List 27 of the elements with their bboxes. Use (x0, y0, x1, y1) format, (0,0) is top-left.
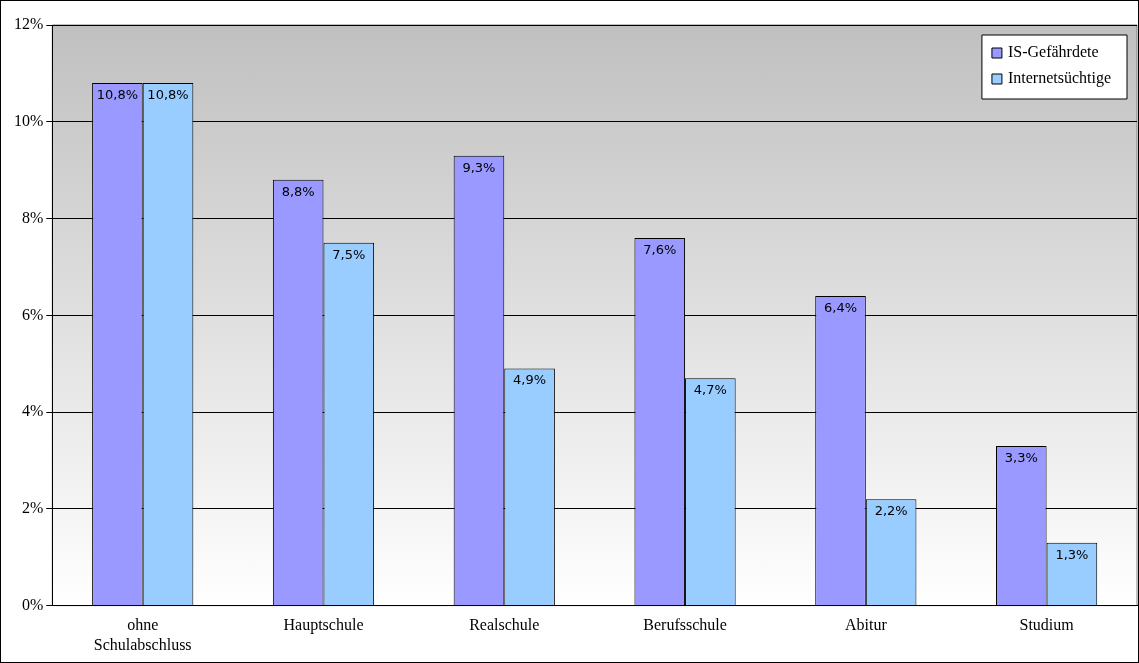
data-label: 3,3% (1004, 449, 1038, 465)
data-label: 10,8% (147, 86, 189, 102)
data-label: 10,8% (96, 86, 139, 102)
data-label: 7,6% (643, 241, 677, 257)
y-tick-label: 10% (14, 111, 44, 129)
x-tick-label: Abitur (844, 616, 888, 634)
x-tick-label: ohne Schulabschluss (93, 616, 192, 653)
data-label: 1,3% (1055, 546, 1089, 562)
x-tick-label: Hauptschule (283, 616, 364, 635)
y-tick-label: 0% (22, 595, 44, 613)
data-label: 4,9% (513, 372, 547, 388)
data-label: 9,3% (462, 159, 496, 175)
data-label: 8,8% (281, 183, 315, 199)
data-label: 2,2% (874, 503, 908, 519)
y-tick-label: 6% (22, 305, 44, 323)
y-tick-label: 12% (14, 15, 44, 33)
y-tick-label: 8% (22, 208, 44, 226)
x-tick-label: Berufsschule (643, 616, 727, 634)
y-tick-label: 2% (22, 499, 44, 517)
data-label: 6,4% (824, 299, 858, 315)
data-label: 7,5% (332, 246, 366, 262)
x-tick-label: Studium (1019, 616, 1075, 634)
legend-label: Internetsüchtige (1007, 69, 1112, 88)
data-label: 4,7% (693, 382, 727, 398)
x-tick-label: Realschule (469, 616, 540, 634)
y-tick-label: 4% (22, 402, 44, 420)
legend-label: IS-Gefährdete (1007, 43, 1099, 61)
